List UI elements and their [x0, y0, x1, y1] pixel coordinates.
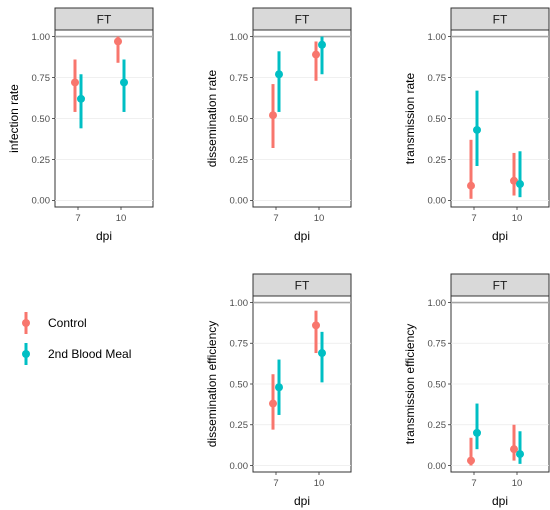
panel-5-y-tick-label: 0.50	[428, 379, 447, 390]
panel-5-y-tick-label: 0.00	[428, 461, 447, 472]
panel-5-x-tick-label: 7	[471, 478, 476, 489]
legend-label-second-blood-meal: 2nd Blood Meal	[48, 347, 131, 361]
panel-5-strip-label: FT	[493, 279, 508, 293]
panel-2-point-second-blood-meal	[318, 40, 326, 49]
panel-2-y-tick-label: 0.50	[230, 114, 249, 125]
panel-5-y-tick-label: 0.75	[428, 339, 447, 350]
panel-2-y-tick-label: 0.75	[230, 73, 249, 84]
panel-4-point-control	[269, 399, 277, 408]
panel-5-y-tick-label: 0.25	[428, 420, 447, 431]
panel-1-point-control	[114, 37, 122, 46]
panel-5-y-axis-title: transmission efficiency	[403, 324, 417, 445]
panel-4-y-tick-label: 0.50	[230, 379, 249, 390]
panel-2-point-second-blood-meal	[275, 70, 283, 79]
panel-2-point-control	[269, 111, 277, 120]
panel-2-point-control	[312, 50, 320, 59]
panel-2-strip-label: FT	[295, 13, 310, 27]
panel-5-group: FT 0.00 0.25 0.50 0.75 1.00 7 10 dpi transmission…	[403, 273, 550, 508]
panel-3-point-control	[467, 181, 475, 190]
panel-2-y-axis-title: dissemination rate	[205, 69, 219, 167]
panel-1-y-tick-label: 0.50	[32, 114, 51, 125]
panel-2-y-tick-label: 1.00	[230, 32, 249, 43]
panel-1-x-tick-label: 7	[75, 213, 80, 224]
panel-5-x-axis-title: dpi	[492, 494, 508, 508]
panel-4-point-second-blood-meal	[275, 383, 283, 392]
panel-1-y-tick-label: 1.00	[32, 32, 51, 43]
panel-1-point-second-blood-meal	[77, 94, 85, 103]
panel-3-y-tick-label: 1.00	[428, 32, 447, 43]
panel-3-x-axis-title: dpi	[492, 229, 508, 243]
panel-4-x-tick-label: 10	[314, 478, 325, 489]
panel-3-x-tick-label: 7	[471, 213, 476, 224]
panel-1-group: FT 0.00 0.25 0.50 0.75 1.00 7 10 dpi infection ra…	[7, 7, 154, 243]
panel-3-y-tick-label: 0.25	[428, 155, 447, 166]
panel-3-y-tick-label: 0.75	[428, 73, 447, 84]
panel-5-point-second-blood-meal	[473, 428, 481, 437]
panel-3-group: FT 0.00 0.25 0.50 0.75 1.00 7 10 dpi transmission…	[403, 7, 550, 243]
panel-4-x-axis-title: dpi	[294, 494, 310, 508]
panel-1-y-tick-label: 0.75	[32, 73, 51, 84]
panel-2-group: FT 0.00 0.25 0.50 0.75 1.00 7 10 dpi disseminatio…	[205, 7, 352, 243]
panel-4-y-tick-label: 0.00	[230, 461, 249, 472]
panel-2-y-tick-label: 0.00	[230, 196, 249, 207]
panel-3-point-second-blood-meal	[473, 125, 481, 134]
panel-1-y-axis-title: infection rate	[7, 84, 21, 153]
panel-4-y-axis-title: dissemination efficiency	[205, 321, 219, 448]
panel-3-y-tick-label: 0.00	[428, 196, 447, 207]
legend-key-point-control	[22, 319, 30, 327]
panel-3-point-second-blood-meal	[516, 180, 524, 189]
legend-key-point-second-blood-meal	[22, 350, 30, 358]
panel-4-y-tick-label: 0.25	[230, 420, 249, 431]
panel-3-y-axis-title: transmission rate	[403, 72, 417, 164]
panel-3-point-control	[510, 176, 518, 185]
panel-5-point-control	[510, 445, 518, 454]
panel-4-point-control	[312, 321, 320, 330]
panel-2-x-tick-label: 7	[273, 213, 278, 224]
panel-3-x-tick-label: 10	[512, 213, 523, 224]
panel-5-point-second-blood-meal	[516, 450, 524, 459]
panel-1-y-tick-label: 0.25	[32, 155, 51, 166]
panel-4-group: FT 0.00 0.25 0.50 0.75 1.00 7 10 dpi disseminatio…	[205, 273, 352, 508]
panel-5-x-tick-label: 10	[512, 478, 523, 489]
panel-4-strip-label: FT	[295, 279, 310, 293]
legend-label-control: Control	[48, 316, 87, 330]
panel-2-y-tick-label: 0.25	[230, 155, 249, 166]
panel-5-point-control	[467, 456, 475, 465]
panel-1-y-tick-label: 0.00	[32, 196, 51, 207]
panel-2-x-tick-label: 10	[314, 213, 325, 224]
panel-5-y-tick-label: 1.00	[428, 298, 447, 309]
panel-3-strip-label: FT	[493, 13, 508, 27]
panel-1-strip-label: FT	[97, 13, 112, 27]
panel-1-x-axis-title: dpi	[96, 229, 112, 243]
panel-4-point-second-blood-meal	[318, 349, 326, 358]
panel-4-y-tick-label: 0.75	[230, 339, 249, 350]
panel-1-point-control	[71, 78, 79, 87]
panel-1-x-tick-label: 10	[116, 213, 127, 224]
panel-3-y-tick-label: 0.50	[428, 114, 447, 125]
panel-1-point-second-blood-meal	[120, 78, 128, 87]
panel-2-x-axis-title: dpi	[294, 229, 310, 243]
legend: Control 2nd Blood Meal	[22, 312, 131, 365]
panel-4-x-tick-label: 7	[273, 478, 278, 489]
panel-4-y-tick-label: 1.00	[230, 298, 249, 309]
